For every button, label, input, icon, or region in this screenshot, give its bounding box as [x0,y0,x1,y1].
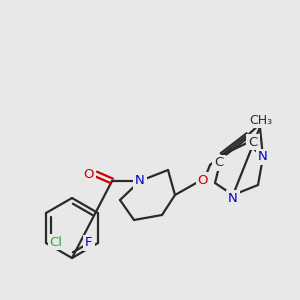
Text: C: C [248,136,258,148]
Text: F: F [85,236,93,250]
Text: N: N [258,151,268,164]
Text: O: O [198,173,208,187]
Text: C: C [214,157,224,169]
Text: CH₃: CH₃ [249,113,273,127]
Text: O: O [84,167,94,181]
Text: Cl: Cl [50,236,62,248]
Text: N: N [228,191,238,205]
Text: N: N [135,175,145,188]
